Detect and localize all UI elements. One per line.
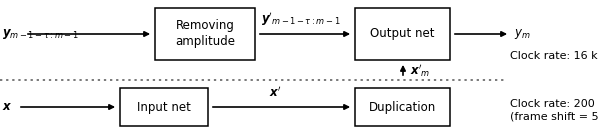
Text: Clock rate: 16 kHz: Clock rate: 16 kHz [510, 51, 598, 61]
FancyBboxPatch shape [120, 88, 208, 126]
Text: $\boldsymbol{y}'_{m-1-\tau:m-1}$: $\boldsymbol{y}'_{m-1-\tau:m-1}$ [261, 10, 340, 28]
Text: Output net: Output net [370, 27, 435, 41]
Text: $\boldsymbol{y}_{m-1-\tau:m-1}$: $\boldsymbol{y}_{m-1-\tau:m-1}$ [2, 27, 79, 41]
Text: Clock rate: 200 Hz
(frame shift = 5 ms): Clock rate: 200 Hz (frame shift = 5 ms) [510, 99, 598, 121]
Text: $\boldsymbol{x}$: $\boldsymbol{x}$ [2, 101, 13, 114]
FancyBboxPatch shape [155, 8, 255, 60]
FancyBboxPatch shape [355, 88, 450, 126]
Text: Duplication: Duplication [369, 101, 436, 114]
FancyBboxPatch shape [355, 8, 450, 60]
Text: Removing
amplitude: Removing amplitude [175, 19, 235, 49]
Text: $y_m$: $y_m$ [514, 27, 530, 41]
Text: Input net: Input net [137, 101, 191, 114]
Text: $\boldsymbol{x}'_m$: $\boldsymbol{x}'_m$ [410, 63, 431, 79]
Text: $\boldsymbol{x}'$: $\boldsymbol{x}'$ [269, 86, 281, 100]
